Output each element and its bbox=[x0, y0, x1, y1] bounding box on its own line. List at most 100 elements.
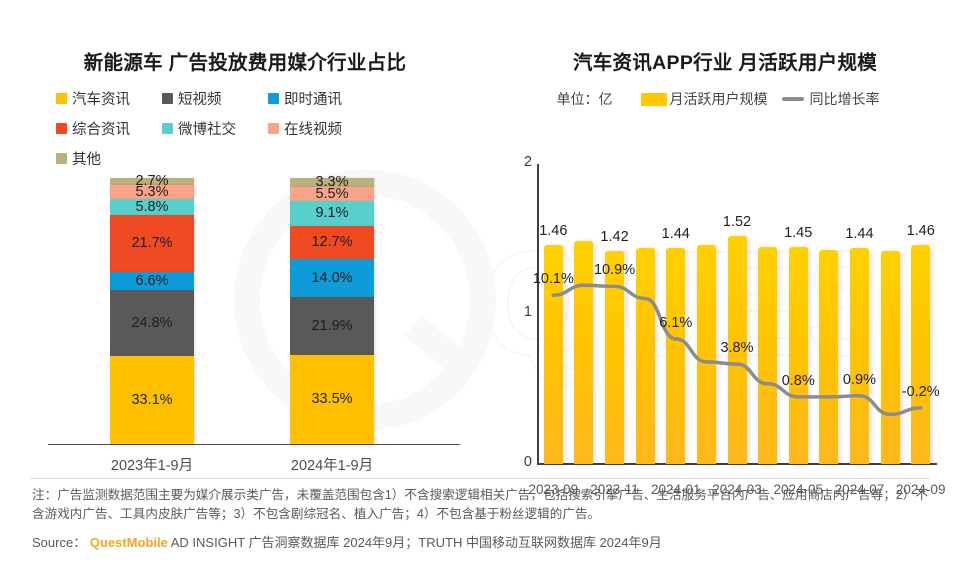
legend-label: 综合资讯 bbox=[72, 122, 130, 138]
stacked-bar-2024[interactable]: 3.3% 5.5% 9.1% 12.7% 14.0% 21.9% 33.5% bbox=[290, 175, 374, 444]
segment-value-label: 21.7% bbox=[131, 235, 173, 252]
growth-rate-line bbox=[551, 283, 923, 417]
y-axis-line bbox=[537, 164, 539, 464]
bar-value-label-2023-11: 1.42 bbox=[600, 229, 629, 245]
color-swatch-icon bbox=[56, 153, 67, 164]
stack-segment-汽车资讯[interactable]: 33.5% bbox=[290, 354, 374, 444]
growth-label-2024-05: 0.8% bbox=[781, 372, 815, 389]
bar-2024-04[interactable] bbox=[758, 246, 778, 464]
legend-item-3[interactable]: 综合资讯 bbox=[56, 118, 162, 139]
stack-segment-微博社交[interactable]: 5.8% bbox=[110, 198, 194, 215]
stack-segment-在线视频[interactable]: 5.3% bbox=[110, 184, 194, 201]
left-chart-legend: 汽车资讯 短视频 即时通讯综合资讯 微博社交 在线视频其他 bbox=[56, 88, 456, 178]
x-axis-label-2024: 2024年1-9月 bbox=[290, 458, 374, 474]
source-prefix: Source： bbox=[32, 534, 87, 550]
y-tick-1: 1 bbox=[523, 304, 532, 320]
footer-divider bbox=[30, 478, 930, 479]
plot-area: 1.46 1.42 1.44 1.52 1.45 1.44 1.46 10.1% 10.9% 6… bbox=[529, 164, 946, 497]
color-swatch-icon bbox=[162, 123, 173, 134]
unit-label: 单位：亿 bbox=[556, 91, 613, 107]
stack-segment-其他[interactable]: 2.7% bbox=[110, 174, 194, 188]
bar-2023-10[interactable] bbox=[574, 240, 594, 464]
legend-label-mau: 月活跃用户规模 bbox=[669, 91, 768, 107]
bar-2024-02[interactable] bbox=[696, 245, 716, 464]
legend-item-mau[interactable]: 月活跃用户规模 bbox=[640, 89, 768, 109]
footnote: 注：广告监测数据范围主要为媒介展示类广告，未覆盖范围包含1）不含搜索逻辑相关广告… bbox=[32, 488, 928, 521]
legend-item-5[interactable]: 在线视频 bbox=[268, 118, 374, 139]
bar-value-label-2024-05: 1.45 bbox=[784, 224, 813, 241]
y-tick-2: 2 bbox=[523, 154, 532, 170]
charts-container: 新能源车 广告投放费用媒介行业占比 汽车资讯 短视频 即时通讯综合资讯 微博社交 在线视… bbox=[0, 0, 960, 497]
legend-label-growth: 同比增长率 bbox=[809, 91, 880, 107]
segment-value-label: 5.3% bbox=[135, 184, 169, 201]
stack-segment-综合资讯[interactable]: 21.7% bbox=[110, 214, 194, 273]
segment-value-label: 9.1% bbox=[315, 205, 349, 222]
growth-label-2023-11: 10.9% bbox=[593, 262, 636, 279]
bar-2024-06[interactable] bbox=[819, 249, 839, 464]
color-swatch-icon bbox=[268, 93, 279, 104]
color-swatch-icon bbox=[162, 93, 173, 104]
right-chart-title: 汽车资讯APP行业 月活跃用户规模 bbox=[572, 52, 878, 74]
stack-segment-汽车资讯[interactable]: 33.1% bbox=[110, 355, 194, 444]
bar-value-label-2024-03: 1.52 bbox=[722, 214, 752, 230]
right-chart-panel: 汽车资讯APP行业 月活跃用户规模 单位：亿 月活跃用户规模 同比增长率 0 1 2… bbox=[490, 0, 960, 497]
bar-value-label-2024-09: 1.46 bbox=[906, 223, 935, 239]
growth-label-2024-09: -0.2% bbox=[901, 383, 940, 400]
legend-item-4[interactable]: 微博社交 bbox=[162, 118, 268, 139]
legend-label: 汽车资讯 bbox=[72, 92, 130, 108]
bar-2024-08[interactable] bbox=[880, 251, 900, 464]
color-swatch-icon bbox=[56, 93, 67, 104]
legend-item-6[interactable]: 其他 bbox=[56, 148, 162, 169]
footer: 注：广告监测数据范围主要为媒介展示类广告，未覆盖范围包含1）不含搜索逻辑相关广告… bbox=[0, 478, 960, 551]
stack-segment-即时通讯[interactable]: 6.6% bbox=[110, 272, 194, 291]
stack-segment-短视频[interactable]: 24.8% bbox=[110, 290, 194, 356]
stack-segment-短视频[interactable]: 21.9% bbox=[290, 296, 374, 355]
left-chart-title: 新能源车 广告投放费用媒介行业占比 bbox=[83, 52, 407, 74]
left-stacked-bar-chart: 2.7% 5.3% 5.8% 21.7% 6.6% 24.8% 33.1% 3.3% 5.5%… bbox=[0, 152, 490, 474]
growth-label-2024-01: 6.1% bbox=[659, 314, 693, 331]
x-tick-2024-03: 2024-03 bbox=[712, 482, 762, 497]
legend-item-0[interactable]: 汽车资讯 bbox=[56, 88, 162, 109]
stacked-bar-2023[interactable]: 2.7% 5.3% 5.8% 21.7% 6.6% 24.8% 33.1% bbox=[110, 174, 194, 444]
legend-label: 短视频 bbox=[178, 92, 222, 108]
left-chart-panel: 新能源车 广告投放费用媒介行业占比 汽车资讯 短视频 即时通讯综合资讯 微博社交 在线视… bbox=[0, 0, 490, 474]
legend-label: 其他 bbox=[72, 152, 101, 168]
legend-item-growth[interactable]: 同比增长率 bbox=[781, 89, 880, 109]
legend-item-1[interactable]: 短视频 bbox=[162, 88, 268, 109]
growth-label-2023-09: 10.1% bbox=[532, 271, 574, 288]
stack-segment-即时通讯[interactable]: 14.0% bbox=[290, 259, 374, 297]
segment-value-label: 14.0% bbox=[311, 269, 353, 286]
source-line: Source： QuestMobile AD INSIGHT 广告洞察数据库 2… bbox=[32, 532, 928, 551]
source-rest: AD INSIGHT 广告洞察数据库 2024年9月；TRUTH 中国移动互联网… bbox=[170, 534, 662, 550]
bar-2024-01[interactable] bbox=[666, 248, 686, 464]
bar-value-label-2023-09: 1.46 bbox=[539, 223, 568, 239]
segment-value-label: 33.5% bbox=[311, 391, 353, 408]
segment-value-label: 5.8% bbox=[135, 198, 169, 215]
bar-2024-07[interactable] bbox=[849, 248, 869, 464]
bar-value-label-2024-07: 1.44 bbox=[845, 226, 874, 242]
x-tick-2023-09: 2023-09 bbox=[528, 482, 579, 497]
legend-item-2[interactable]: 即时通讯 bbox=[268, 88, 374, 109]
bar-2024-05[interactable] bbox=[788, 246, 808, 464]
left-chart-x-axis: 2023年1-9月 2024年1-9月 bbox=[0, 454, 490, 478]
legend-label: 在线视频 bbox=[284, 122, 342, 138]
segment-value-label: 6.6% bbox=[135, 272, 169, 289]
line-swatch-icon bbox=[781, 97, 804, 101]
stack-segment-微博社交[interactable]: 9.1% bbox=[290, 201, 374, 226]
stack-segment-综合资讯[interactable]: 12.7% bbox=[290, 225, 374, 260]
bar-2024-03[interactable] bbox=[727, 236, 747, 464]
bar-2023-11[interactable] bbox=[605, 251, 625, 464]
legend-label: 即时通讯 bbox=[284, 92, 342, 108]
growth-label-2024-07: 0.9% bbox=[842, 371, 876, 388]
segment-value-label: 21.9% bbox=[311, 317, 353, 334]
color-swatch-icon bbox=[268, 123, 279, 134]
source-brand: QuestMobile bbox=[89, 534, 168, 550]
x-axis-label-2023: 2023年1-9月 bbox=[110, 458, 194, 474]
bar-2023-09[interactable] bbox=[543, 245, 563, 464]
legend-label: 微博社交 bbox=[178, 122, 236, 138]
left-chart-baseline bbox=[48, 444, 460, 445]
x-tick-2024-01: 2024-01 bbox=[650, 482, 701, 497]
stack-segment-在线视频[interactable]: 5.5% bbox=[290, 186, 374, 202]
right-chart-legend: 单位：亿 月活跃用户规模 同比增长率 bbox=[490, 89, 960, 109]
growth-label-2024-03: 3.8% bbox=[720, 340, 754, 357]
